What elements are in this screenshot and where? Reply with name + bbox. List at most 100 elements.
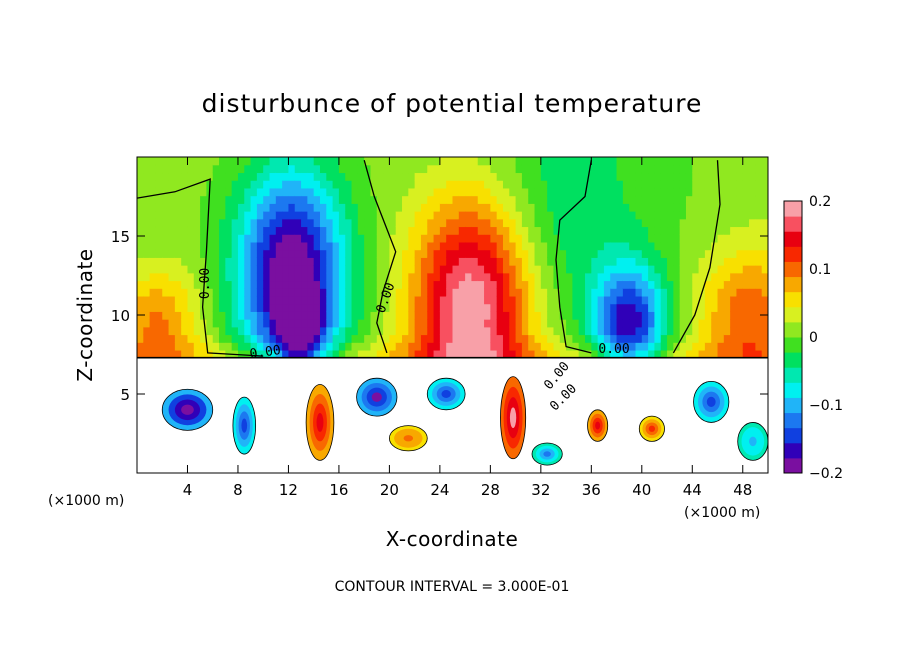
field-cell: [168, 226, 176, 235]
field-cell: [439, 280, 447, 289]
field-cell: [427, 319, 435, 328]
field-cell: [673, 211, 681, 220]
field-cell: [629, 334, 637, 343]
field-cell: [364, 280, 372, 289]
field-cell: [439, 319, 447, 328]
field-cell: [282, 311, 290, 320]
field-cell: [679, 334, 687, 343]
field-cell: [376, 195, 384, 204]
field-cell: [376, 272, 384, 282]
field-cell: [521, 349, 529, 359]
field-cell: [635, 342, 643, 351]
field-cell: [357, 326, 365, 336]
field-cell: [162, 319, 170, 328]
field-cell: [143, 164, 151, 174]
field-cell: [761, 326, 768, 336]
field-cell: [345, 157, 353, 166]
field-cell: [351, 272, 359, 282]
field-cell: [402, 257, 409, 266]
chart-title: disturbunce of potential temperature: [202, 89, 703, 118]
field-cell: [540, 234, 548, 243]
field-cell: [376, 157, 384, 166]
field-cell: [439, 349, 447, 359]
field-cell: [597, 295, 605, 305]
field-cell: [181, 180, 189, 189]
field-cell: [679, 241, 687, 251]
field-cell: [730, 288, 738, 297]
field-cell: [250, 257, 258, 266]
field-cell: [446, 187, 454, 197]
field-cell: [149, 272, 157, 282]
field-cell: [667, 295, 674, 305]
field-cell: [641, 295, 649, 305]
field-cell: [200, 349, 208, 359]
field-cell: [717, 303, 725, 312]
field-cell: [168, 257, 176, 266]
field-cell: [168, 157, 176, 166]
field-cell: [667, 218, 674, 228]
field-cell: [155, 280, 163, 289]
field-cell: [761, 157, 768, 166]
field-cell: [439, 157, 447, 166]
field-cell: [269, 226, 277, 235]
field-cell: [225, 303, 233, 312]
field-cell: [547, 164, 555, 174]
field-cell: [616, 265, 624, 274]
field-cell: [244, 187, 252, 197]
field-cell: [364, 288, 372, 297]
field-cell: [225, 180, 233, 189]
field-cell: [250, 187, 258, 197]
field-cell: [263, 164, 271, 174]
field-cell: [698, 295, 706, 305]
field-cell: [591, 211, 599, 220]
field-cell: [610, 180, 618, 189]
field-cell: [168, 349, 176, 359]
field-cell: [370, 319, 378, 328]
field-cell: [515, 164, 523, 174]
field-cell: [572, 180, 580, 189]
field-cell: [269, 234, 277, 243]
field-cell: [319, 265, 327, 274]
field-cell: [174, 157, 182, 166]
field-cell: [351, 249, 359, 258]
field-cell: [439, 180, 447, 189]
field-cell: [723, 164, 731, 174]
field-cell: [667, 334, 674, 343]
field-cell: [389, 272, 397, 282]
field-cell: [338, 265, 346, 274]
field-cell: [301, 195, 308, 204]
field-cell: [559, 319, 567, 328]
field-cell: [509, 195, 517, 204]
field-cell: [534, 249, 542, 258]
field-cell: [711, 157, 719, 166]
field-cell: [446, 211, 454, 220]
field-cell: [332, 326, 340, 336]
field-cell: [692, 226, 700, 235]
field-cell: [219, 157, 226, 166]
field-cell: [591, 180, 599, 189]
field-cell: [345, 303, 353, 312]
field-cell: [502, 265, 510, 274]
field-cell: [364, 265, 372, 274]
field-cell: [509, 349, 517, 359]
field-cell: [338, 234, 346, 243]
field-cell: [622, 326, 630, 336]
field-cell: [219, 249, 226, 258]
field-cell: [389, 180, 397, 189]
field-cell: [610, 203, 618, 212]
field-cell: [408, 342, 416, 351]
field-cell: [200, 218, 208, 228]
field-cell: [282, 249, 290, 258]
field-cell: [635, 295, 643, 305]
field-cell: [193, 249, 201, 258]
field-cell: [509, 265, 517, 274]
field-cell: [553, 172, 561, 181]
field-cell: [509, 326, 517, 336]
field-cell: [370, 334, 378, 343]
field-cell: [685, 172, 693, 181]
field-cell: [749, 319, 756, 328]
field-cell: [149, 180, 157, 189]
field-cell: [206, 226, 214, 235]
field-cell: [673, 249, 681, 258]
field-cell: [742, 295, 750, 305]
